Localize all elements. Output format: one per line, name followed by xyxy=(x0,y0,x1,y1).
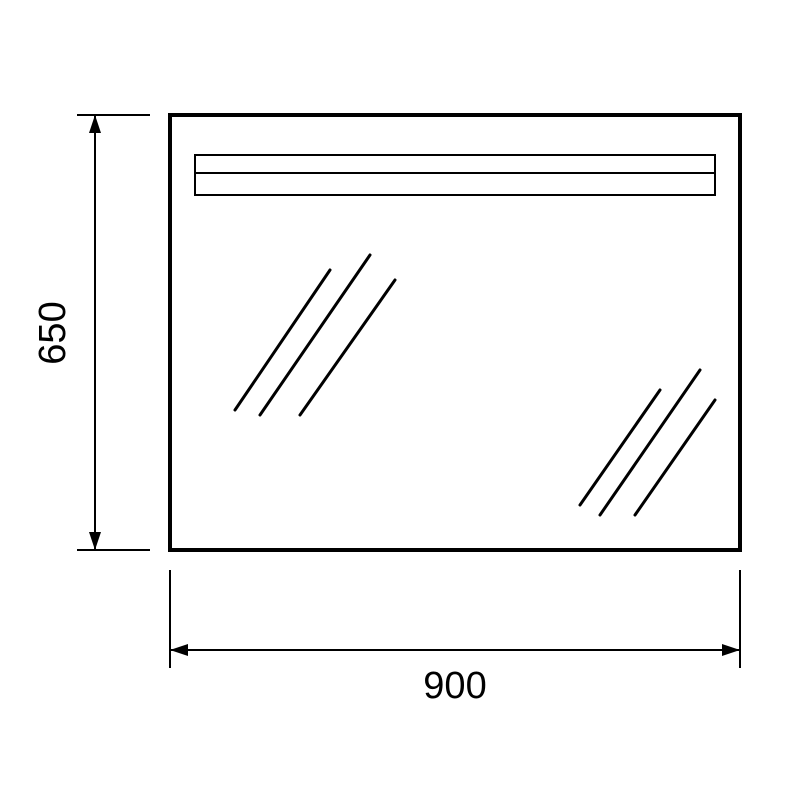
reflection-lines xyxy=(235,255,715,515)
dimension-width-value: 900 xyxy=(423,665,486,707)
technical-drawing: 900 650 xyxy=(0,0,800,800)
dimension-height-value: 650 xyxy=(32,301,74,364)
mirror-light-strip xyxy=(195,155,715,195)
dimension-width xyxy=(170,570,740,668)
dimension-height xyxy=(77,115,150,550)
